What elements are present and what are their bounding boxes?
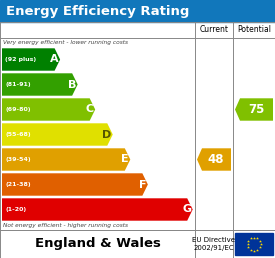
Text: (1-20): (1-20) bbox=[5, 207, 26, 212]
Bar bbox=[0, 22, 275, 230]
Polygon shape bbox=[2, 73, 78, 96]
Text: B: B bbox=[68, 79, 76, 90]
Text: Energy Efficiency Rating: Energy Efficiency Rating bbox=[6, 4, 189, 18]
Text: England & Wales: England & Wales bbox=[35, 238, 160, 251]
Text: (81-91): (81-91) bbox=[5, 82, 31, 87]
Text: 75: 75 bbox=[248, 103, 264, 116]
Text: D: D bbox=[102, 130, 111, 140]
Text: Very energy efficient - lower running costs: Very energy efficient - lower running co… bbox=[3, 40, 128, 45]
Text: A: A bbox=[50, 54, 59, 64]
Polygon shape bbox=[2, 148, 130, 171]
Polygon shape bbox=[2, 98, 95, 121]
Text: 2002/91/EC: 2002/91/EC bbox=[194, 245, 234, 251]
Polygon shape bbox=[2, 123, 113, 146]
Text: F: F bbox=[139, 180, 146, 189]
Text: G: G bbox=[182, 205, 191, 214]
Text: (39-54): (39-54) bbox=[5, 157, 31, 162]
Polygon shape bbox=[235, 98, 273, 121]
Text: EU Directive: EU Directive bbox=[192, 237, 235, 243]
Text: (21-38): (21-38) bbox=[5, 182, 31, 187]
Text: C: C bbox=[86, 104, 94, 115]
Polygon shape bbox=[2, 173, 148, 196]
Text: (69-80): (69-80) bbox=[5, 107, 31, 112]
Bar bbox=[0, 230, 275, 258]
Polygon shape bbox=[2, 198, 193, 221]
Text: Current: Current bbox=[199, 26, 229, 35]
Polygon shape bbox=[197, 148, 231, 171]
Bar bbox=[235, 233, 273, 255]
Text: (92 plus): (92 plus) bbox=[5, 57, 36, 62]
Text: 48: 48 bbox=[208, 153, 224, 166]
Bar bbox=[0, 0, 275, 22]
Text: Potential: Potential bbox=[237, 26, 271, 35]
Text: E: E bbox=[121, 155, 129, 165]
Polygon shape bbox=[2, 48, 60, 71]
Text: (55-68): (55-68) bbox=[5, 132, 31, 137]
Text: Not energy efficient - higher running costs: Not energy efficient - higher running co… bbox=[3, 223, 128, 228]
